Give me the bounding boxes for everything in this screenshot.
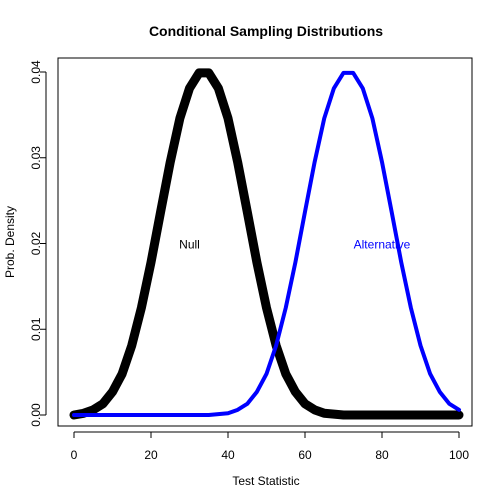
- y-tick-label: 0.01: [29, 317, 43, 341]
- plot-frame: [57, 57, 473, 427]
- x-tick-label: 100: [449, 448, 469, 462]
- x-tick-label: 60: [298, 448, 312, 462]
- alternative-curve: [72, 70, 461, 417]
- null-curve: [69, 68, 464, 420]
- y-axis-label: Prob. Density: [3, 206, 17, 278]
- annotation-layer: Null Alternative: [179, 238, 411, 252]
- x-tick-label: 40: [221, 448, 235, 462]
- x-tick-label: 80: [375, 448, 389, 462]
- y-tick-label: 0.00: [29, 403, 43, 427]
- x-axis: 0 20 40 60 80 100: [71, 431, 469, 462]
- y-ticks: 0.00 0.01 0.02 0.03 0.04: [29, 60, 46, 427]
- y-tick-label: 0.03: [29, 146, 43, 170]
- x-tick-label: 0: [71, 448, 78, 462]
- y-tick-label: 0.02: [29, 231, 43, 255]
- chart-title: Conditional Sampling Distributions: [149, 23, 383, 39]
- x-tick-label: 20: [144, 448, 158, 462]
- y-tick-label: 0.04: [29, 60, 43, 84]
- plot-area: Null Alternative: [57, 57, 473, 427]
- x-axis-label: Test Statistic: [232, 474, 299, 488]
- y-axis: 0.00 0.01 0.02 0.03 0.04: [29, 60, 47, 427]
- annotation-alternative: Alternative: [354, 238, 411, 252]
- annotation-null: Null: [179, 238, 200, 252]
- x-ticks: 0 20 40 60 80 100: [71, 432, 469, 462]
- series-layer: [69, 68, 464, 420]
